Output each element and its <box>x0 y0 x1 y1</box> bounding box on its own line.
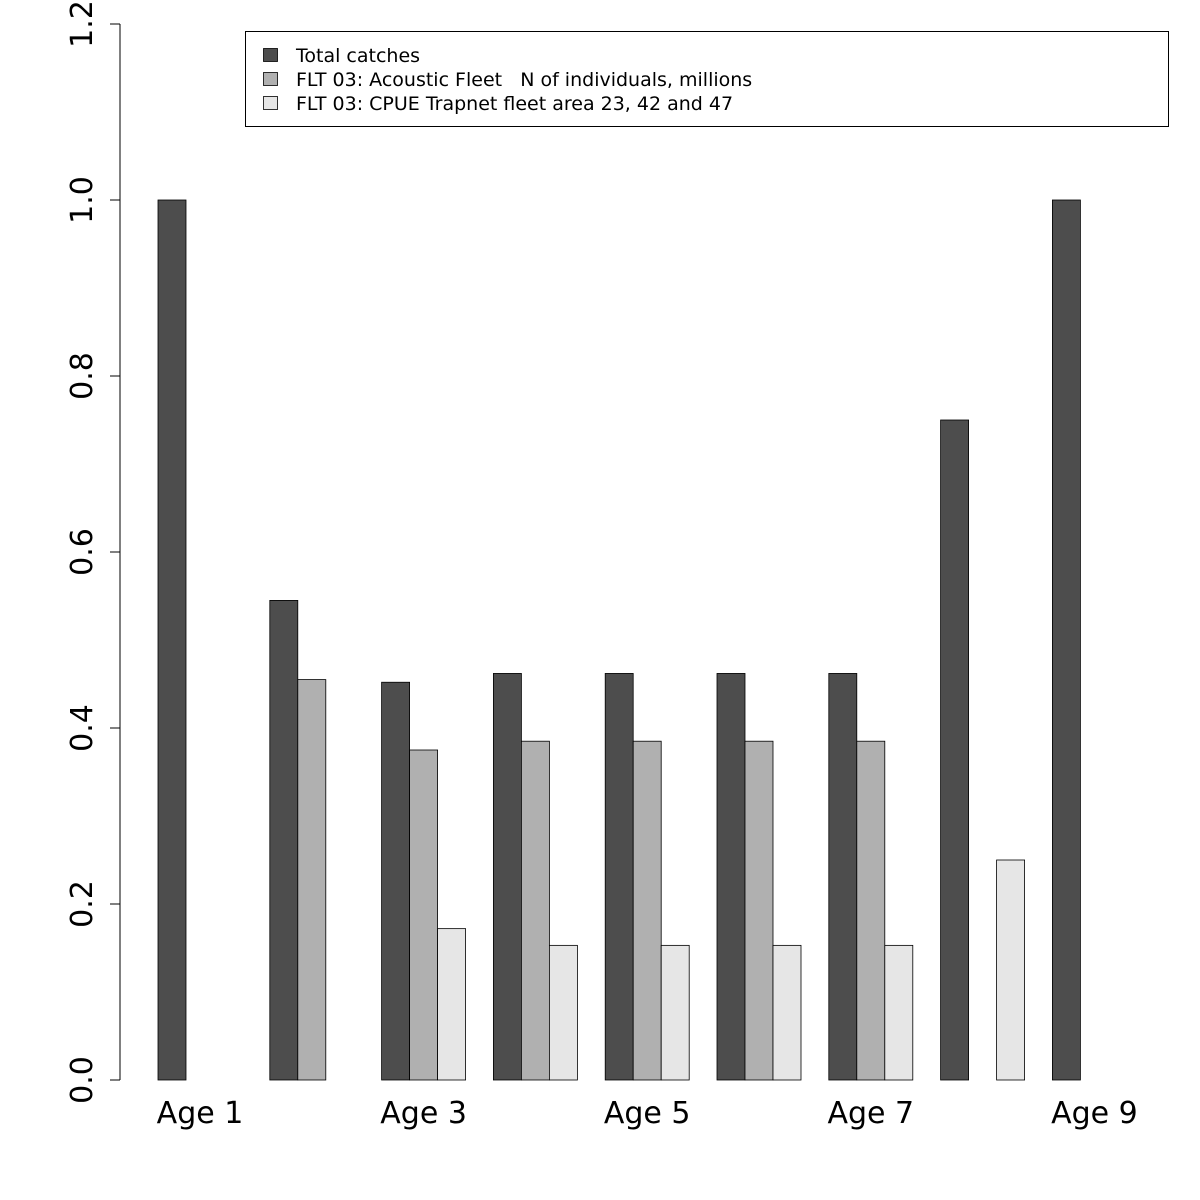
y-tick-label: 0.0 <box>65 1056 100 1104</box>
x-axis-labels: Age 1 Age 3 Age 5 Age 7 Age 9 <box>157 1096 1138 1131</box>
y-tick-label: 0.6 <box>65 528 100 576</box>
legend-swatch <box>263 72 278 86</box>
y-tick-label: 0.2 <box>65 880 100 928</box>
legend-box <box>245 31 1169 127</box>
y-tick-label: 1.2 <box>65 0 100 48</box>
x-tick-label: Age 1 <box>157 1096 244 1131</box>
bar-3-age-6 <box>772 944 802 1081</box>
x-tick-label: Age 5 <box>604 1096 691 1131</box>
bar-2-age-4 <box>521 740 550 1081</box>
bars <box>157 199 1081 1081</box>
x-tick-label: Age 7 <box>827 1096 914 1131</box>
bar-2-age-7 <box>856 740 886 1081</box>
x-tick-label: Age 3 <box>380 1096 467 1131</box>
y-axis: 0.0 0.2 0.4 0.6 0.8 1.0 1.2 <box>65 0 121 1104</box>
bar-1-age-6 <box>716 673 746 1081</box>
legend-swatch <box>263 96 278 110</box>
bar-3-age-3 <box>437 928 467 1081</box>
bar-1-age-3 <box>381 681 411 1081</box>
legend-label: FLT 03: CPUE Trapnet fleet area 23, 42 a… <box>296 93 733 115</box>
legend-label: FLT 03: Acoustic Fleet N of individuals,… <box>296 69 752 91</box>
legend-label: Total catches <box>295 45 420 67</box>
bar-1-age-1 <box>157 199 187 1081</box>
bar-1-age-9 <box>1052 199 1081 1081</box>
bar-1-age-4 <box>492 673 522 1081</box>
bar-3-age-5 <box>660 944 690 1081</box>
bar-1-age-5 <box>604 673 634 1081</box>
bar-1-age-2 <box>269 600 299 1081</box>
bar-3-age-8 <box>996 859 1025 1081</box>
legend-swatch <box>263 48 278 62</box>
bar-2-age-6 <box>744 740 774 1081</box>
bar-2-age-2 <box>297 679 327 1081</box>
bar-3-age-4 <box>549 944 578 1081</box>
x-tick-label: Age 9 <box>1051 1096 1138 1131</box>
bar-3-age-7 <box>884 944 914 1081</box>
bar-2-age-5 <box>632 740 662 1081</box>
bar-1-age-7 <box>828 673 858 1081</box>
bar-2-age-3 <box>409 749 439 1081</box>
y-tick-label: 0.8 <box>65 352 100 400</box>
y-tick-label: 0.4 <box>65 704 100 752</box>
bar-1-age-8 <box>940 419 969 1081</box>
y-tick-label: 1.0 <box>65 176 100 224</box>
